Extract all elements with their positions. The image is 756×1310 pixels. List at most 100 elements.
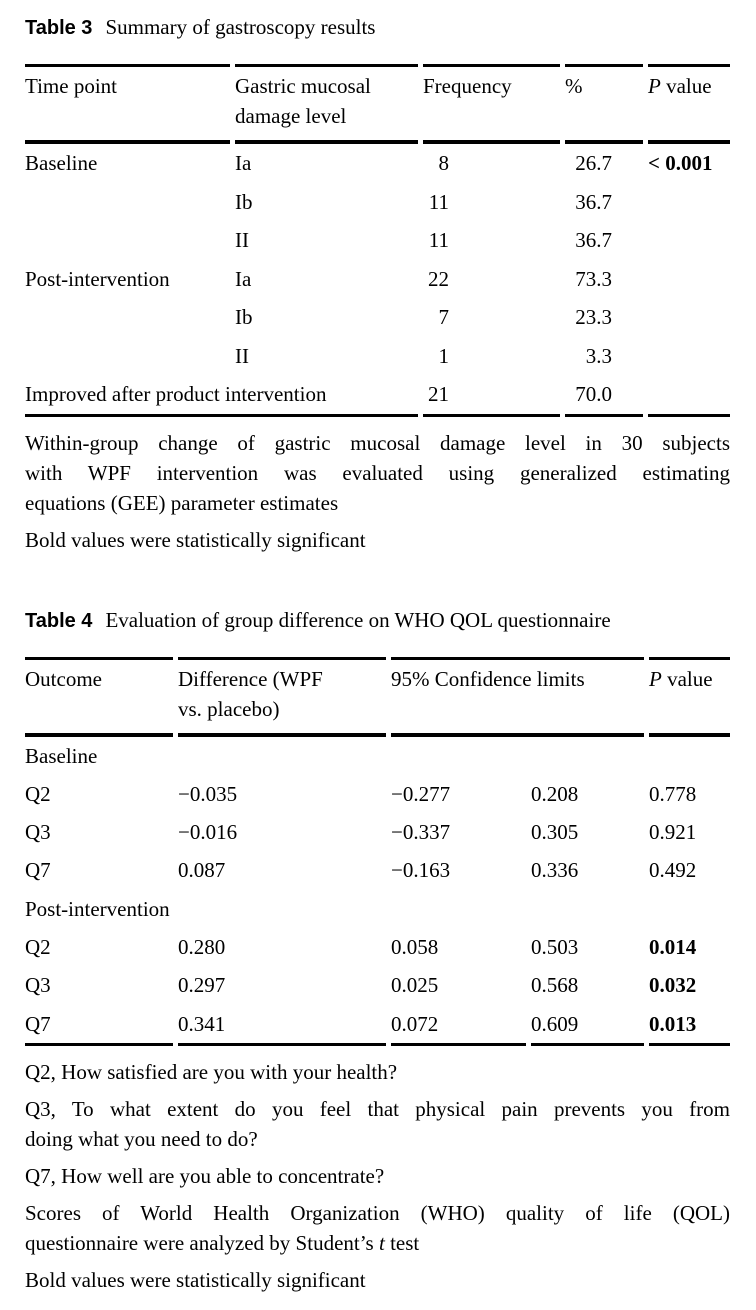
header-line: damage level: [235, 104, 347, 128]
table4-caption: Table 4 Evaluation of group difference on…: [25, 605, 730, 636]
cell-difference: 0.280: [178, 934, 226, 959]
column-header-damage-level: Gastric mucosal damage level: [235, 64, 418, 144]
note-q3: Q3, To what extent do you feel that phys…: [25, 1094, 730, 1154]
t-italic: t: [378, 1230, 385, 1255]
note-line: Bold values were statistically significa…: [25, 1267, 366, 1292]
table3-header-row: Time point Gastric mucosal damage level …: [25, 64, 730, 144]
cell-frequency: 21: [423, 375, 560, 417]
cell-difference: −0.016: [178, 820, 238, 845]
cell-level: II: [235, 343, 249, 368]
cell-percent: 70.0: [565, 375, 643, 417]
cell-time-point: [25, 183, 230, 222]
cell-section-label: Baseline: [25, 743, 98, 768]
cell-outcome: Q3: [25, 820, 51, 845]
frequency-value: 11: [428, 189, 449, 214]
table3-notes: Within-group change of gastric mucosal d…: [25, 428, 730, 555]
cell-p-value: [648, 221, 730, 260]
header-line: vs. placebo): [178, 696, 280, 721]
note-line: Q7, How well are you able to concentrate…: [25, 1163, 385, 1188]
cell-p-value: 0.921: [649, 820, 697, 845]
table4-section: Table 4 Evaluation of group difference on…: [25, 605, 731, 1295]
percent-value: 73.3: [575, 266, 612, 291]
p-rest: value: [660, 74, 712, 98]
percent-value: 36.7: [575, 228, 612, 252]
cell-difference: 0.297: [178, 973, 226, 998]
cell-ci-lower: 0.072: [391, 1005, 526, 1046]
note-line: Q3, To what extent do you feel that phys…: [25, 1096, 730, 1121]
cell-frequency: 1: [423, 337, 560, 376]
percent-value: 3.3: [585, 343, 612, 368]
p-italic: P: [649, 666, 662, 691]
cell-ci-lower: 0.025: [391, 973, 439, 998]
cell-section-label: Post-intervention: [25, 896, 170, 921]
column-header-p-value: P value: [648, 64, 730, 144]
table-row: Ib 7 23.3: [25, 298, 730, 337]
table3-caption: Table 3 Summary of gastroscopy results: [25, 12, 730, 43]
note-line: Q2, How satisfied are you with your heal…: [25, 1059, 398, 1084]
table4-notes: Q2, How satisfied are you with your heal…: [25, 1057, 730, 1295]
cell-p-value: < 0.001: [648, 151, 713, 175]
cell-p-value: 0.492: [649, 858, 697, 883]
note-line: equations (GEE) parameter estimates: [25, 490, 339, 515]
table4-caption-text: Evaluation of group difference on WHO QO…: [105, 607, 611, 632]
note-line: Bold values were statistically significa…: [25, 527, 366, 552]
cell-ci-upper: 0.208: [531, 781, 579, 806]
cell-percent: 73.3: [565, 260, 643, 299]
frequency-value: 7: [438, 305, 450, 329]
note-who-qol: Scores of World Health Organization (WHO…: [25, 1198, 730, 1258]
note-bold-values: Bold values were statistically significa…: [25, 1265, 730, 1295]
cell-p-value: 0.014: [649, 934, 697, 959]
cell-summary-label: Improved after product intervention: [25, 375, 418, 417]
cell-ci-lower: −0.163: [391, 858, 451, 883]
cell-p-value: [648, 337, 730, 376]
table-row: Q7 0.341 0.072 0.609 0.013: [25, 1005, 731, 1046]
table-row: Baseline Ia 8 26.7 < 0.001: [25, 144, 730, 183]
cell-outcome: Q3: [25, 973, 51, 998]
column-header-p-value: P value: [649, 656, 731, 737]
table-row: Q3 −0.016 −0.337 0.305 0.921: [25, 813, 730, 851]
cell-p-value: [648, 298, 730, 337]
table4-label: Table 4: [25, 609, 93, 632]
cell-p-value: [648, 183, 730, 222]
table-row: Q3 0.297 0.025 0.568 0.032: [25, 966, 730, 1004]
note-line: Within-group change of gastric mucosal d…: [25, 430, 730, 455]
table-row: Post-intervention Ia 22 73.3: [25, 260, 730, 299]
frequency-value: 21: [428, 382, 449, 406]
cell-percent: 3.3: [565, 337, 643, 376]
cell-frequency: 8: [423, 144, 560, 183]
table4: Outcome Difference (WPF vs. placebo) 95%…: [20, 656, 735, 1046]
table-row: II 1 3.3: [25, 337, 730, 376]
cell-p-value: [648, 375, 730, 417]
cell-outcome: Q2: [25, 781, 51, 806]
section-row-post-intervention: Post-intervention: [25, 890, 730, 928]
note-q2: Q2, How satisfied are you with your heal…: [25, 1057, 730, 1087]
cell-ci-upper: 0.336: [531, 858, 579, 883]
frequency-value: 1: [438, 343, 450, 368]
cell-ci-upper: 0.305: [531, 820, 579, 845]
frequency-value: 11: [428, 228, 449, 252]
note-text-post: test: [384, 1230, 420, 1255]
table-row: Ib 11 36.7: [25, 183, 730, 222]
cell-outcome: Q7: [25, 858, 51, 883]
cell-time-point: [25, 221, 230, 260]
header-line: Difference (WPF: [178, 666, 323, 691]
cell-percent: 23.3: [565, 298, 643, 337]
header-line: Gastric mucosal: [235, 74, 371, 98]
cell-time-point: [25, 298, 230, 337]
cell-frequency: 22: [423, 260, 560, 299]
note-line: questionnaire were analyzed by Student’s…: [25, 1228, 730, 1258]
cell-time-point: Post-intervention: [25, 266, 170, 291]
section-row-baseline: Baseline: [25, 737, 730, 775]
cell-level: Ib: [235, 189, 253, 214]
cell-percent: 36.7: [565, 221, 643, 260]
note-line: with WPF intervention was evaluated usin…: [25, 460, 730, 485]
cell-ci-lower: −0.277: [391, 781, 451, 806]
note-gee: Within-group change of gastric mucosal d…: [25, 428, 730, 518]
column-header-confidence-limits: 95% Confidence limits: [391, 656, 645, 737]
frequency-value: 22: [428, 266, 449, 291]
cell-ci-upper: 0.503: [531, 934, 579, 959]
cell-ci-lower: 0.058: [391, 934, 439, 959]
cell-ci-upper: 0.568: [531, 973, 579, 998]
percent-value: 36.7: [575, 189, 612, 214]
